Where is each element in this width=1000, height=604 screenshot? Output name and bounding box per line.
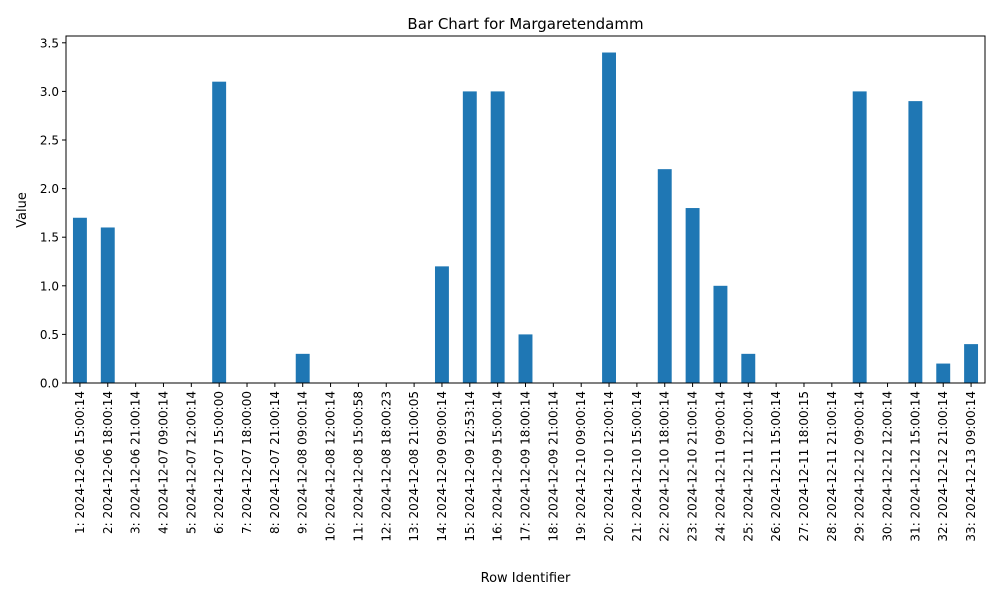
bar (100, 227, 115, 383)
bar (462, 91, 477, 384)
x-tick-label: 25: 2024-12-11 12:00:14 (741, 391, 755, 542)
x-axis-label: Row Identifier (481, 571, 571, 586)
bar (964, 344, 979, 383)
y-tick-label: 1.0 (40, 279, 59, 293)
x-tick-label: 11: 2024-12-08 15:00:58 (351, 391, 365, 542)
x-tick-label: 33: 2024-12-13 09:00:14 (964, 391, 978, 542)
bar (434, 266, 449, 383)
x-tick-label: 9: 2024-12-08 09:00:14 (296, 391, 310, 534)
x-tick-label: 29: 2024-12-12 09:00:14 (853, 391, 867, 542)
y-axis-label: Value (15, 192, 30, 228)
x-tick-label: 12: 2024-12-08 18:00:23 (379, 391, 393, 542)
x-tick-label: 31: 2024-12-12 15:00:14 (908, 391, 922, 542)
x-tick-label: 8: 2024-12-07 21:00:14 (268, 391, 282, 534)
x-tick-label: 32: 2024-12-12 21:00:14 (936, 391, 950, 542)
y-tick-label: 1.5 (40, 231, 59, 245)
bar (602, 52, 616, 384)
x-tick-label: 17: 2024-12-09 18:00:14 (519, 391, 533, 542)
bar (936, 363, 951, 383)
bars-group (72, 52, 979, 384)
x-tick-label: 24: 2024-12-11 09:00:14 (713, 391, 727, 542)
x-tick-label: 22: 2024-12-10 18:00:14 (658, 391, 672, 542)
x-tick-label: 27: 2024-12-11 18:00:15 (797, 391, 811, 542)
x-tick-label: 1: 2024-12-06 15:00:14 (73, 391, 87, 534)
y-tick-label: 0.5 (40, 328, 59, 342)
y-axis: 0.0 0.5 1.0 1.5 2.0 2.5 3.0 3.5 (40, 36, 66, 391)
x-tick-label: 19: 2024-12-10 09:00:14 (574, 391, 588, 542)
x-tick-label: 18: 2024-12-09 21:00:14 (546, 391, 560, 542)
x-tick-label: 4: 2024-12-07 09:00:14 (156, 391, 170, 534)
y-tick-label: 2.5 (40, 134, 59, 148)
y-tick-label: 2.0 (40, 182, 59, 196)
x-tick-label: 5: 2024-12-07 12:00:14 (184, 391, 198, 534)
x-tick-label: 6: 2024-12-07 15:00:00 (212, 391, 226, 534)
bar (741, 353, 756, 383)
x-axis: 1: 2024-12-06 15:00:14 2: 2024-12-06 18:0… (73, 383, 978, 542)
x-tick-label: 3: 2024-12-06 21:00:14 (129, 391, 143, 534)
bar (518, 334, 533, 383)
x-tick-label: 14: 2024-12-09 09:00:14 (435, 391, 449, 542)
plot-frame (65, 35, 986, 384)
x-tick-label: 16: 2024-12-09 15:00:14 (491, 391, 505, 542)
bar (295, 353, 310, 383)
bar (852, 91, 867, 384)
bar (490, 91, 505, 384)
x-tick-label: 26: 2024-12-11 15:00:14 (769, 391, 783, 542)
y-tick-label: 0.0 (40, 377, 59, 391)
bar (685, 208, 700, 383)
bar (657, 169, 672, 383)
x-tick-label: 15: 2024-12-09 12:53:14 (463, 391, 477, 542)
x-tick-label: 30: 2024-12-12 12:00:14 (881, 391, 895, 542)
y-tick-label: 3.5 (40, 36, 59, 50)
x-tick-label: 13: 2024-12-08 21:00:05 (407, 391, 421, 542)
x-tick-label: 23: 2024-12-10 21:00:14 (686, 391, 700, 542)
y-tick-label: 3.0 (40, 85, 59, 99)
x-tick-label: 10: 2024-12-08 12:00:14 (324, 391, 338, 542)
bar (713, 285, 728, 383)
bar (212, 81, 227, 384)
bar (908, 101, 923, 384)
x-tick-label: 20: 2024-12-10 12:00:14 (602, 391, 616, 542)
x-tick-label: 7: 2024-12-07 18:00:00 (240, 391, 254, 534)
x-tick-label: 21: 2024-12-10 15:00:14 (630, 391, 644, 542)
x-tick-label: 28: 2024-12-11 21:00:14 (825, 391, 839, 542)
x-tick-label: 2: 2024-12-06 18:00:14 (101, 391, 115, 534)
chart-title: Bar Chart for Margaretendamm (407, 15, 643, 33)
bar (72, 217, 87, 383)
